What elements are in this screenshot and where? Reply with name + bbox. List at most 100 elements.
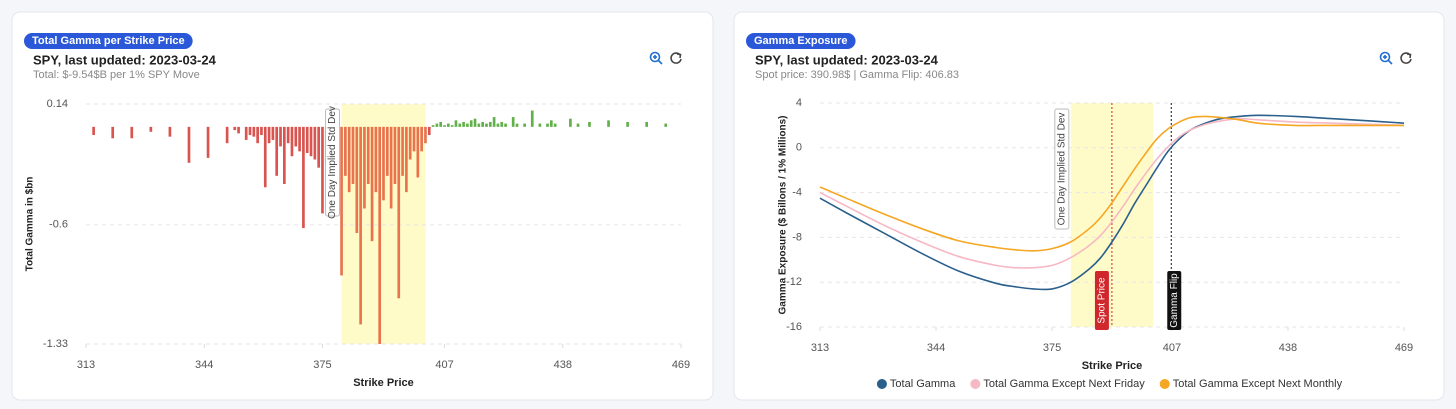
x-tick-label: 469 <box>672 359 690 371</box>
bar <box>408 126 412 160</box>
bar <box>393 126 397 184</box>
bar <box>576 123 580 127</box>
bar <box>260 126 263 136</box>
chart-title: SPY, last updated: 2023-03-24 <box>33 52 217 67</box>
bar <box>511 117 515 127</box>
bar <box>130 126 134 139</box>
band-label-box <box>325 108 341 217</box>
bar <box>309 126 313 157</box>
bar <box>488 121 492 127</box>
y-axis-title: Total Gamma in $bn <box>25 177 36 272</box>
bar <box>206 126 210 158</box>
bar <box>439 121 443 127</box>
bar <box>664 123 668 127</box>
bar <box>374 126 378 193</box>
bar <box>187 126 191 163</box>
marker-label-box <box>1094 271 1109 330</box>
x-tick-label: 438 <box>554 359 572 371</box>
bar <box>233 126 237 131</box>
legend-label: Total Gamma <box>890 378 956 390</box>
bar <box>420 126 423 152</box>
x-tick-label: 344 <box>927 342 945 354</box>
reset-icon[interactable] <box>1400 52 1412 64</box>
bar <box>466 123 469 127</box>
bar <box>282 126 286 184</box>
zoom-icon[interactable] <box>649 51 663 65</box>
bar <box>645 121 649 127</box>
bar <box>416 126 420 178</box>
bar <box>366 126 370 184</box>
bar <box>347 126 351 193</box>
bar <box>485 123 488 127</box>
bar <box>267 126 271 144</box>
marker-label: Spot Price <box>1097 277 1108 324</box>
bar <box>298 126 301 152</box>
bar <box>469 120 473 127</box>
bar <box>515 123 519 127</box>
bar <box>359 126 362 325</box>
bar <box>294 126 298 147</box>
bar <box>351 126 355 184</box>
legend-label: Total Gamma Except Next Friday <box>983 378 1145 390</box>
marker-label: Gamma Flip <box>1169 273 1180 328</box>
bar <box>401 126 404 176</box>
legend-swatch <box>970 379 981 389</box>
badge <box>746 33 856 49</box>
x-tick-label: 375 <box>313 359 331 371</box>
x-axis-title: Strike Price <box>1082 360 1143 372</box>
bar <box>523 123 526 127</box>
bar <box>378 126 382 344</box>
bar <box>549 120 553 127</box>
y-tick-label: 0 <box>796 142 802 154</box>
bar <box>431 125 435 127</box>
y-axis-title: Gamma Exposure ($ Billons / 1% Millions) <box>778 116 789 315</box>
zoom-icon[interactable] <box>1379 51 1393 65</box>
band-label: One Day Implied Std Dev <box>327 106 338 219</box>
bar <box>340 126 343 276</box>
bar <box>447 123 450 127</box>
bar <box>168 126 172 137</box>
bar <box>538 123 542 127</box>
x-tick-label: 469 <box>1395 342 1413 354</box>
bar <box>588 121 591 127</box>
y-tick-label: -16 <box>786 321 802 333</box>
series-line <box>819 117 1405 269</box>
legend-label: Total Gamma Except Next Monthly <box>1173 378 1343 390</box>
bar <box>305 126 309 153</box>
bar <box>569 118 572 127</box>
x-tick-label: 375 <box>1043 342 1061 354</box>
y-tick-label: 0.14 <box>47 98 68 110</box>
chart-subtitle: Spot price: 390.98$ | Gamma Flip: 406.83 <box>755 69 959 81</box>
badge-text: Gamma Exposure <box>754 35 848 47</box>
reset-icon[interactable] <box>670 52 682 64</box>
bar <box>252 126 256 137</box>
x-tick-label: 438 <box>1279 342 1297 354</box>
y-tick-label: -4 <box>792 187 802 199</box>
bar <box>435 123 439 127</box>
x-tick-label: 407 <box>435 359 453 371</box>
bar <box>397 126 401 299</box>
bar <box>473 118 477 127</box>
series-line <box>819 114 1405 291</box>
bar <box>321 126 324 214</box>
bar <box>355 126 359 233</box>
bar <box>389 126 393 209</box>
bar <box>412 126 416 152</box>
bar <box>553 123 557 127</box>
bar <box>496 123 500 127</box>
badge <box>24 33 193 49</box>
bar <box>237 126 240 134</box>
x-axis-title: Strike Price <box>353 377 414 389</box>
bar <box>286 126 290 144</box>
bar <box>275 126 279 176</box>
bar <box>279 126 282 147</box>
bar <box>530 110 534 127</box>
band-label-box <box>1054 108 1070 230</box>
bar <box>149 126 153 132</box>
bar <box>317 126 320 168</box>
series-line <box>819 115 1404 252</box>
bar <box>344 126 347 176</box>
x-tick-label: 344 <box>195 359 213 371</box>
bar <box>244 126 248 140</box>
bar <box>458 123 462 127</box>
